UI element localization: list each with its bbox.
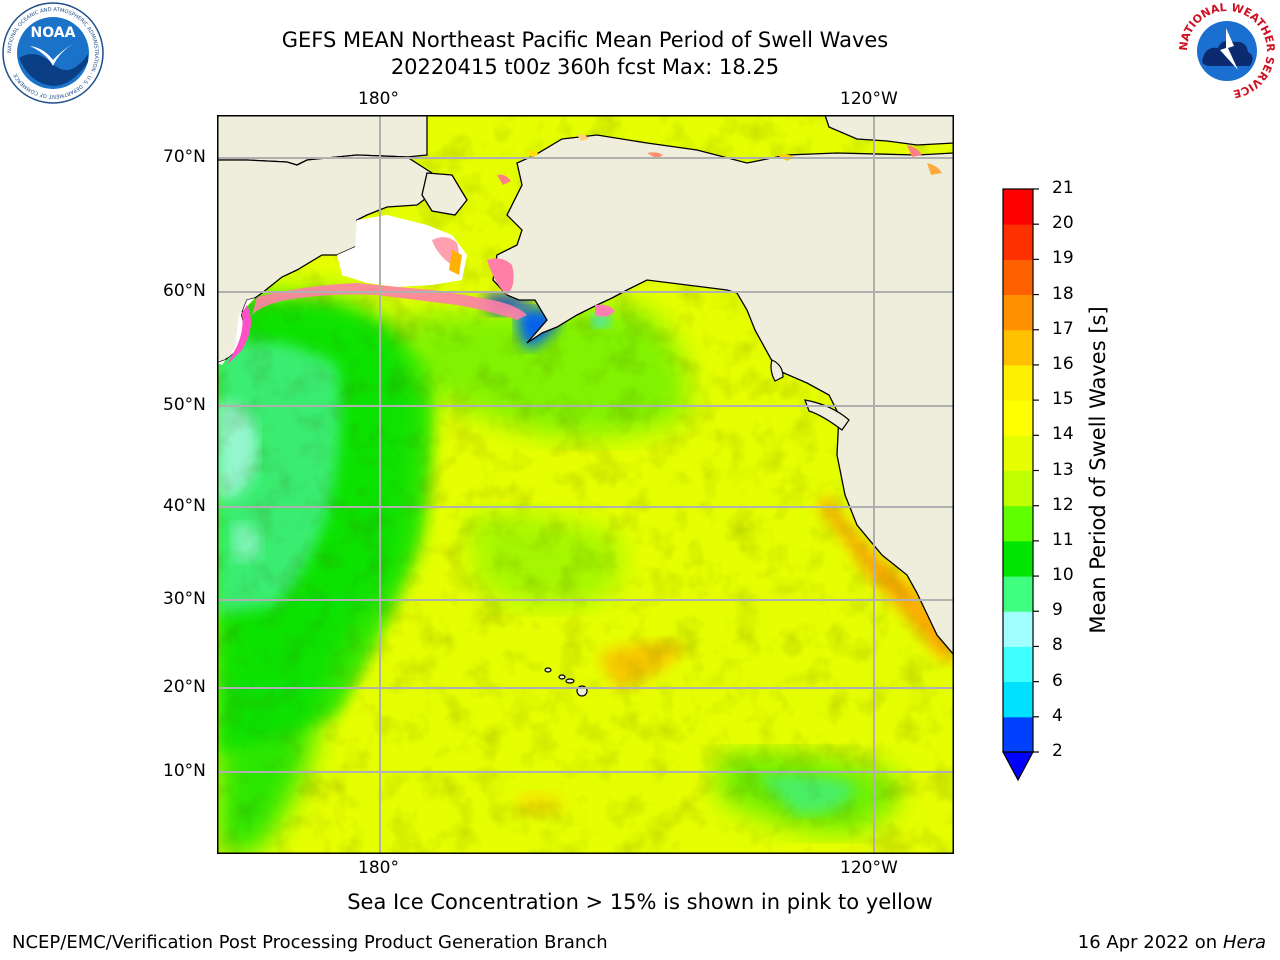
colorbar-segment xyxy=(1003,470,1033,507)
colorbar-tick-label: 14 xyxy=(1052,424,1074,445)
colorbar-segment xyxy=(1003,189,1033,225)
colorbar-tick-label: 12 xyxy=(1052,494,1074,515)
colorbar-segment xyxy=(1003,224,1033,260)
colorbar-tick-label: 13 xyxy=(1052,459,1074,480)
colorbar-tick-label: 6 xyxy=(1052,670,1063,691)
lat-label-40n: 40°N xyxy=(163,496,206,516)
map-frame xyxy=(217,115,954,854)
lat-label-20n: 20°N xyxy=(163,677,206,697)
svg-text:NOAA: NOAA xyxy=(31,25,76,41)
colorbar-tick-label: 10 xyxy=(1052,565,1074,586)
colorbar-tick-label: 18 xyxy=(1052,283,1074,304)
colorbar-segment xyxy=(1003,400,1033,436)
sea-ice-caption: Sea Ice Concentration > 15% is shown in … xyxy=(0,890,1280,914)
colorbar-tick-label: 8 xyxy=(1052,635,1063,656)
colorbar-segment xyxy=(1003,435,1033,471)
sea-ice-caption-text: Sea Ice Concentration > 15% is shown in … xyxy=(347,890,933,914)
colorbar-segment xyxy=(1003,681,1033,718)
colorbar xyxy=(1001,188,1039,782)
colorbar-tick-label: 19 xyxy=(1052,248,1074,269)
footer-credit: NCEP/EMC/Verification Post Processing Pr… xyxy=(12,932,608,953)
colorbar-segment xyxy=(1003,576,1033,612)
noaa-logo: NATIONAL OCEANIC AND ATMOSPHERIC ADMINIS… xyxy=(2,2,104,104)
lat-label-30n: 30°N xyxy=(163,589,206,609)
lat-label-10n: 10°N xyxy=(163,761,206,781)
footer-date-text: 16 Apr 2022 on xyxy=(1077,932,1223,953)
colorbar-segment xyxy=(1003,716,1033,753)
colorbar-segment xyxy=(1003,505,1033,542)
colorbar-tick-label: 16 xyxy=(1052,353,1074,374)
lat-label-50n: 50°N xyxy=(163,395,206,415)
lon-label-bottom-180: 180° xyxy=(358,858,399,878)
colorbar-label: Mean Period of Swell Waves [s] xyxy=(1086,306,1110,634)
nws-logo: NATIONAL WEATHER SERVICE xyxy=(1177,2,1277,100)
no-data-area xyxy=(337,215,467,287)
colorbar-tick-labels: 2 4 6 8 9 10 11 12 13 14 15 16 17 18 19 20 21 xyxy=(1052,178,1112,780)
land-masses xyxy=(217,115,954,657)
colorbar-segment xyxy=(1003,294,1033,331)
colorbar-under-triangle xyxy=(1001,751,1035,782)
colorbar-segment xyxy=(1003,611,1033,647)
lon-label-bottom-120w: 120°W xyxy=(840,858,898,878)
swell-period-map xyxy=(217,115,954,854)
colorbar-tick-label: 11 xyxy=(1052,529,1074,550)
colorbar-tick-label: 2 xyxy=(1052,741,1063,761)
colorbar-tick-label: 17 xyxy=(1052,318,1074,339)
colorbar-tick-label: 21 xyxy=(1052,178,1074,198)
lon-label-top-120w: 120°W xyxy=(840,89,898,109)
colorbar-segment xyxy=(1003,259,1033,296)
footer-host: Hera xyxy=(1222,932,1266,953)
lat-label-60n: 60°N xyxy=(163,281,206,301)
colorbar-segment xyxy=(1003,329,1033,366)
lat-label-70n: 70°N xyxy=(163,147,206,167)
colorbar-segment xyxy=(1003,364,1033,401)
map-subtitle: 20220415 t00z 360h fcst Max: 18.25 xyxy=(390,55,780,79)
colorbar-tick-label: 15 xyxy=(1052,389,1074,410)
lat-lon-gridlines xyxy=(217,115,954,854)
colorbar-tick-label: 20 xyxy=(1052,213,1074,234)
colorbar-segment xyxy=(1003,646,1033,683)
colorbar-tick-label: 4 xyxy=(1052,705,1063,726)
colorbar-tick-label: 9 xyxy=(1052,600,1063,621)
map-title: GEFS MEAN Northeast Pacific Mean Period … xyxy=(281,28,889,52)
footer-date: 16 Apr 2022 on Hera xyxy=(1078,932,1266,953)
lon-label-top-180: 180° xyxy=(358,89,399,109)
colorbar-segment xyxy=(1003,540,1033,577)
